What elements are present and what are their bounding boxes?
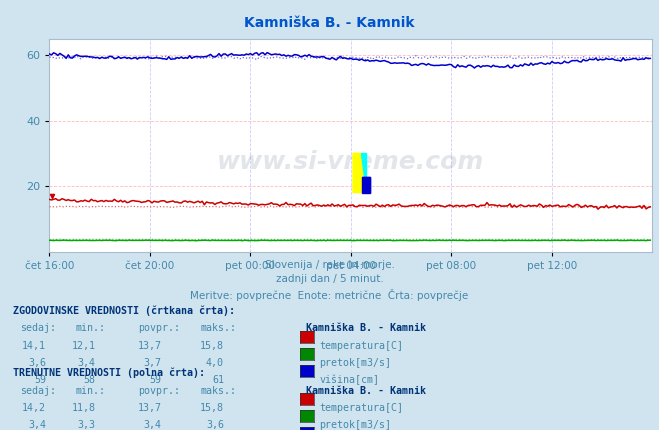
Text: 3,4: 3,4 <box>78 358 96 368</box>
Text: 14,1: 14,1 <box>22 341 46 350</box>
Bar <box>362 177 370 193</box>
Text: Slovenija / reke in morje.: Slovenija / reke in morje. <box>264 260 395 270</box>
Text: 15,8: 15,8 <box>200 403 224 413</box>
Text: 3,3: 3,3 <box>78 420 96 430</box>
Text: 3,6: 3,6 <box>28 358 46 368</box>
Text: 59: 59 <box>150 375 161 385</box>
Polygon shape <box>362 177 370 193</box>
Text: 11,8: 11,8 <box>72 403 96 413</box>
Text: 4,0: 4,0 <box>206 358 224 368</box>
Text: 61: 61 <box>212 375 224 385</box>
Text: temperatura[C]: temperatura[C] <box>320 341 403 350</box>
Text: TRENUTNE VREDNOSTI (polna črta):: TRENUTNE VREDNOSTI (polna črta): <box>13 368 205 378</box>
Text: www.si-vreme.com: www.si-vreme.com <box>217 150 484 174</box>
Text: Kamniška B. - Kamnik: Kamniška B. - Kamnik <box>306 386 426 396</box>
Text: Meritve: povprečne  Enote: metrične  Črta: povprečje: Meritve: povprečne Enote: metrične Črta:… <box>190 289 469 301</box>
Text: min.:: min.: <box>76 323 106 333</box>
Text: 3,4: 3,4 <box>28 420 46 430</box>
Text: 12,1: 12,1 <box>72 341 96 350</box>
Text: 14,2: 14,2 <box>22 403 46 413</box>
Text: sedaj:: sedaj: <box>20 386 56 396</box>
Text: 15,8: 15,8 <box>200 341 224 350</box>
Text: Kamniška B. - Kamnik: Kamniška B. - Kamnik <box>244 16 415 30</box>
Text: maks.:: maks.: <box>201 323 237 333</box>
Text: pretok[m3/s]: pretok[m3/s] <box>320 358 391 368</box>
Text: 13,7: 13,7 <box>138 403 161 413</box>
Text: 3,7: 3,7 <box>144 358 161 368</box>
Text: zadnji dan / 5 minut.: zadnji dan / 5 minut. <box>275 274 384 284</box>
Text: min.:: min.: <box>76 386 106 396</box>
Text: 58: 58 <box>84 375 96 385</box>
Text: 13,7: 13,7 <box>138 341 161 350</box>
Text: temperatura[C]: temperatura[C] <box>320 403 403 413</box>
Polygon shape <box>353 154 370 193</box>
Text: povpr.:: povpr.: <box>138 386 181 396</box>
Text: višina[cm]: višina[cm] <box>320 375 380 385</box>
Text: 59: 59 <box>34 375 46 385</box>
Polygon shape <box>360 154 366 193</box>
Text: 3,6: 3,6 <box>206 420 224 430</box>
Text: ZGODOVINSKE VREDNOSTI (črtkana črta):: ZGODOVINSKE VREDNOSTI (črtkana črta): <box>13 305 235 316</box>
Text: 3,4: 3,4 <box>144 420 161 430</box>
Text: sedaj:: sedaj: <box>20 323 56 333</box>
Text: Kamniška B. - Kamnik: Kamniška B. - Kamnik <box>306 323 426 333</box>
Text: pretok[m3/s]: pretok[m3/s] <box>320 420 391 430</box>
Text: maks.:: maks.: <box>201 386 237 396</box>
Text: povpr.:: povpr.: <box>138 323 181 333</box>
